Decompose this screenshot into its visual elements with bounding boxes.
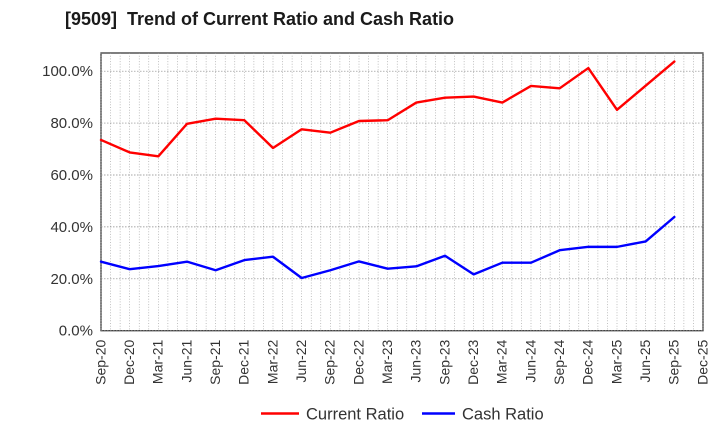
svg-text:0.0%: 0.0% xyxy=(59,323,93,340)
svg-text:Dec-20: Dec-20 xyxy=(121,339,137,384)
svg-text:Sep-21: Sep-21 xyxy=(207,339,223,384)
svg-text:Jun-23: Jun-23 xyxy=(408,339,424,382)
svg-text:Jun-21: Jun-21 xyxy=(178,339,194,382)
svg-text:Mar-21: Mar-21 xyxy=(150,340,166,385)
svg-text:Jun-24: Jun-24 xyxy=(522,339,538,382)
svg-text:Sep-25: Sep-25 xyxy=(666,339,682,384)
svg-text:Mar-25: Mar-25 xyxy=(608,340,624,385)
svg-text:Mar-23: Mar-23 xyxy=(379,340,395,385)
svg-text:Dec-22: Dec-22 xyxy=(350,339,366,384)
svg-text:Dec-24: Dec-24 xyxy=(580,339,596,384)
svg-text:Dec-25: Dec-25 xyxy=(694,339,710,384)
svg-text:Sep-23: Sep-23 xyxy=(436,339,452,384)
svg-text:20.0%: 20.0% xyxy=(50,271,93,288)
svg-text:60.0%: 60.0% xyxy=(50,167,93,184)
svg-text:Jun-22: Jun-22 xyxy=(293,339,309,382)
svg-text:Sep-22: Sep-22 xyxy=(322,339,338,384)
svg-text:Sep-24: Sep-24 xyxy=(551,339,567,384)
svg-text:Dec-23: Dec-23 xyxy=(465,339,481,384)
svg-text:100.0%: 100.0% xyxy=(42,63,93,80)
svg-text:Mar-22: Mar-22 xyxy=(264,340,280,385)
svg-text:Dec-21: Dec-21 xyxy=(236,339,252,384)
svg-text:80.0%: 80.0% xyxy=(50,115,93,132)
svg-text:40.0%: 40.0% xyxy=(50,219,93,236)
svg-text:Sep-20: Sep-20 xyxy=(92,339,108,384)
svg-text:Jun-25: Jun-25 xyxy=(637,339,653,382)
svg-text:Current Ratio: Current Ratio xyxy=(306,406,404,424)
svg-text:Cash Ratio: Cash Ratio xyxy=(462,406,544,424)
svg-text:Mar-24: Mar-24 xyxy=(494,340,510,385)
